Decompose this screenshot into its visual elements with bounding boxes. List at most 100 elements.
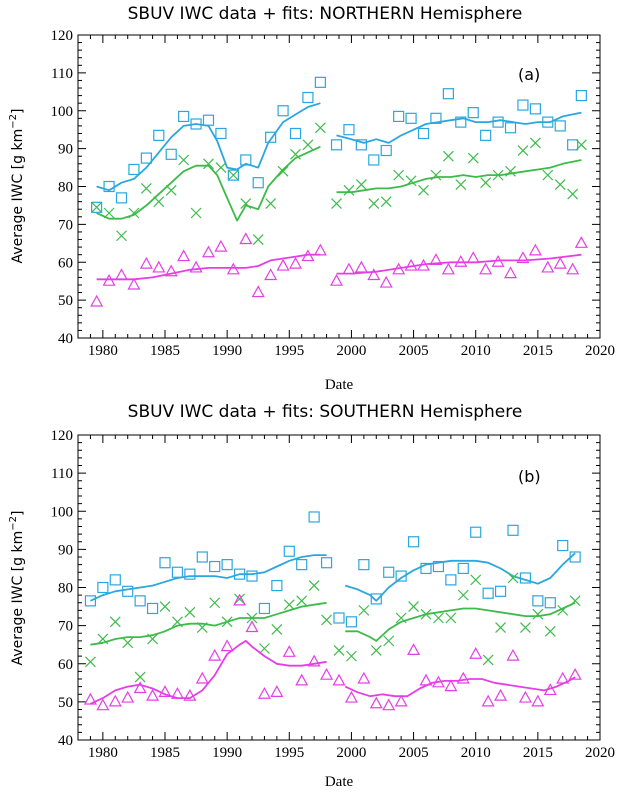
square-point (442, 88, 454, 100)
triangle-point (416, 258, 431, 271)
triangle-point (329, 273, 344, 286)
y-tick-label: 70 (58, 217, 73, 233)
triangle-point (245, 620, 259, 633)
triangle-point (114, 268, 129, 281)
cross-point (480, 177, 492, 189)
square-fit-line (344, 552, 576, 602)
x-tick-label: 2020 (585, 343, 615, 359)
y-tick-label: 110 (51, 66, 73, 82)
cross-point (358, 604, 370, 616)
square-point (159, 557, 171, 569)
panel-label: (a) (518, 65, 540, 84)
triangle-point (568, 667, 582, 680)
chart-b-title: SBUV IWC data + fits: SOUTHERN Hemispher… (127, 402, 523, 422)
triangle-point (102, 273, 116, 286)
square-point (395, 570, 407, 582)
triangle-point (220, 639, 234, 652)
square-point (221, 559, 233, 571)
y-tick-label: 60 (58, 657, 73, 673)
square-point (544, 597, 556, 609)
x-tick-label: 2000 (336, 745, 366, 761)
square-point (345, 616, 358, 628)
cross-point (134, 671, 146, 683)
triangle-point (96, 698, 110, 711)
square-point (333, 612, 345, 624)
x-axis-label: Date (325, 377, 354, 393)
y-tick-label: 40 (58, 733, 73, 749)
y-tick-label: 100 (51, 104, 74, 120)
cross-point (433, 612, 444, 624)
triangle-point (429, 253, 443, 265)
square-point (140, 152, 152, 164)
triangle-point (264, 268, 278, 281)
cross-point (482, 654, 494, 666)
triangle-point (367, 268, 381, 281)
cross-point (368, 198, 380, 209)
square-point (455, 116, 467, 128)
square-point (146, 602, 159, 615)
x-tick-label: 2005 (399, 343, 429, 359)
cross-point (296, 595, 308, 607)
triangle-point (139, 256, 153, 269)
triangle-point (394, 694, 408, 707)
triangle-point (282, 645, 296, 657)
triangle-point (553, 256, 567, 269)
square-point (467, 107, 479, 119)
square-point (277, 105, 289, 117)
x-tick-label: 1985 (150, 343, 180, 359)
triangle-point (518, 690, 532, 703)
y-tick-label: 90 (58, 542, 73, 558)
triangle-point (233, 593, 247, 606)
triangle-point (208, 648, 222, 661)
square-point (97, 581, 109, 594)
triangle-point (313, 243, 327, 256)
cross-point (470, 574, 482, 586)
y-tick-label: 70 (58, 619, 73, 635)
x-tick-label: 1985 (150, 745, 180, 761)
cross-point (532, 608, 544, 620)
x-tick-label: 2000 (336, 343, 366, 359)
square-point (554, 120, 566, 132)
cross-point (116, 230, 127, 242)
triangle-fit-line (96, 253, 321, 281)
square-point (128, 163, 140, 176)
triangle-fit-line (90, 640, 327, 705)
triangle-point (201, 245, 216, 258)
triangle-point (90, 294, 104, 307)
cross-point (203, 158, 214, 170)
square-point (480, 129, 492, 141)
cross-point (165, 184, 177, 196)
cross-point (290, 148, 301, 160)
square-point (482, 587, 494, 599)
cross-point (445, 612, 457, 624)
cross-point (567, 188, 579, 200)
cross-point (190, 207, 202, 219)
triangle-point (133, 681, 147, 694)
y-tick-label: 50 (58, 293, 73, 309)
cross-point (557, 604, 569, 616)
square-point (233, 568, 246, 580)
triangle-point (531, 694, 545, 707)
triangle-point (354, 260, 368, 273)
triangle-point (295, 673, 309, 686)
triangle-point (407, 643, 421, 656)
square-point (91, 201, 103, 213)
triangle-point (481, 694, 495, 707)
x-tick-label: 1995 (274, 745, 304, 761)
triangle-point (177, 249, 191, 262)
triangle-point (541, 260, 555, 273)
cross-point (109, 616, 121, 628)
square-point (507, 524, 519, 536)
square-point (343, 124, 355, 136)
square-point (109, 574, 121, 586)
triangle-point (444, 679, 458, 692)
triangle-point (226, 262, 240, 275)
y-tick-label: 80 (58, 581, 73, 597)
x-tick-label: 1995 (274, 343, 304, 359)
triangle-point (152, 260, 166, 273)
square-point (265, 131, 277, 143)
square-point (504, 122, 517, 134)
cross-point (271, 624, 283, 635)
square-point (368, 154, 380, 166)
square-point (330, 139, 343, 151)
